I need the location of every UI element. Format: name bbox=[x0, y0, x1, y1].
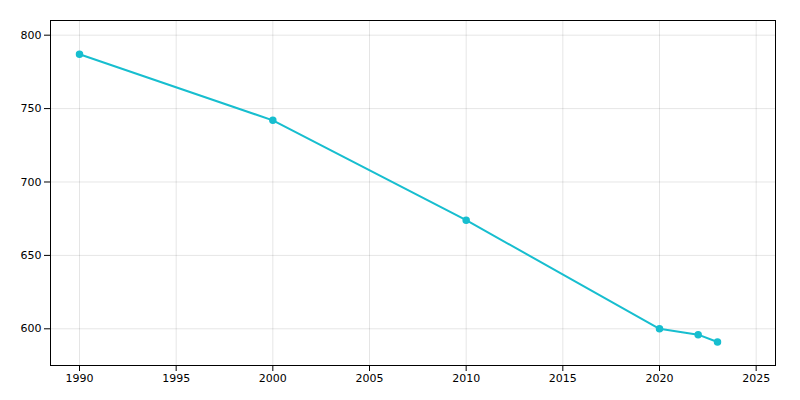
svg-text:750: 750 bbox=[21, 102, 42, 115]
svg-text:2020: 2020 bbox=[646, 372, 674, 385]
svg-text:2000: 2000 bbox=[259, 372, 287, 385]
svg-text:700: 700 bbox=[21, 176, 42, 189]
svg-text:2005: 2005 bbox=[356, 372, 384, 385]
svg-text:600: 600 bbox=[21, 322, 42, 335]
svg-text:800: 800 bbox=[21, 29, 42, 42]
svg-text:1995: 1995 bbox=[162, 372, 190, 385]
svg-text:650: 650 bbox=[21, 249, 42, 262]
svg-text:1990: 1990 bbox=[66, 372, 94, 385]
svg-text:2015: 2015 bbox=[549, 372, 577, 385]
svg-text:2010: 2010 bbox=[452, 372, 480, 385]
svg-text:2025: 2025 bbox=[742, 372, 770, 385]
